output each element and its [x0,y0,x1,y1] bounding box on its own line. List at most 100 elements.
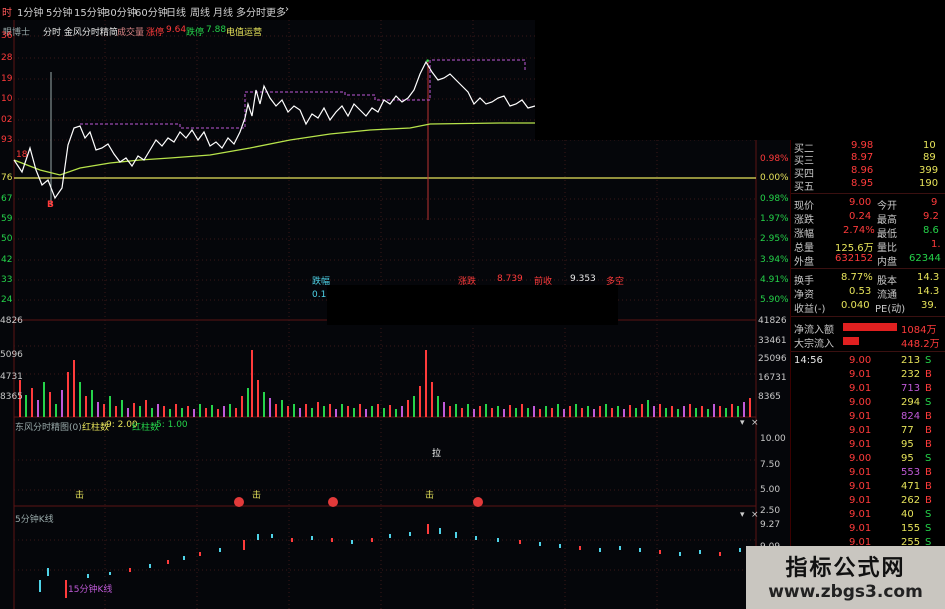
tab-daily[interactable]: 日线 [166,8,186,19]
tick-side: S [925,397,932,408]
tick-side: B [925,383,932,394]
price-tick: 19 [1,74,13,84]
price-tick: 59 [1,214,13,224]
tick-price: 9.01 [849,523,872,534]
tab-15min[interactable]: 15分钟 [74,8,107,19]
tick-price: 9.01 [849,369,872,380]
period-toolbar: 时 1分钟 5分钟 15分钟 30分钟 60分钟 日线 周线 月线 多分时 更多… [0,0,535,21]
price-tick: 33 [1,275,13,285]
tick-volume: 824 [901,411,921,422]
tick-side: B [925,425,932,436]
down-limit-label: 跌停 [186,28,205,38]
stat-label: 外盘 [794,257,814,268]
tick-price: 9.01 [849,411,872,422]
tick-side: B [925,495,932,506]
percent-tick: 5.90% [760,295,789,305]
chart-fragment-label: 眼博士 [3,28,31,38]
volume-label: 成交量 [117,28,145,38]
tooltip-label-3: 前收 [534,277,553,287]
percent-tick: 0.00% [760,173,789,183]
bid-label: 买二 [794,144,814,155]
tick-price: 9.01 [849,439,872,450]
indicator-stat2-label: 红柱数 [132,423,160,433]
tick-price: 9.01 [849,467,872,478]
kline-sub-label: 15分钟K线 [68,585,113,595]
tick-side: B [925,411,932,422]
hit-signal-label: 击 [252,491,262,501]
tick-side: S [925,537,932,548]
tab-timeshare[interactable]: 时 [2,8,12,19]
tick-volume: 713 [901,383,921,394]
percent-tick: 0.98% [760,154,789,164]
tick-volume: 553 [901,467,921,478]
price-tick: 24 [1,295,13,305]
stat-label: 股本 [877,276,897,287]
tick-volume: 40 [901,509,914,520]
indicator-title: 东风分时精图(0) [15,423,82,433]
tab-5min[interactable]: 5分钟 [46,8,73,19]
quote-panel: 买二 9.98 10 买三 8.97 89 买四 8.96 399 买五 8.9… [790,140,945,609]
stat-value: 9.2 [923,211,939,222]
tick-side: B [925,481,932,492]
volume-tick-right: 41826 [758,316,787,326]
tick-price: 9.01 [849,425,872,436]
bid-volume: 89 [923,152,936,163]
tick-volume: 255 [901,537,921,548]
tab-60min[interactable]: 60分钟 [135,8,168,19]
bid-label: 买三 [794,156,814,167]
stat-label: 涨幅 [794,229,814,240]
flow-value: 448.2万 [901,339,940,350]
tick-price: 9.00 [849,453,872,464]
percent-tick: 0.98% [760,194,789,204]
stat-label: 换手 [794,276,814,287]
tooltip-value-1: 0.11 [312,290,333,300]
price-tick: 76 [1,173,13,183]
stat-label: PE(动) [875,304,906,315]
tab-30min[interactable]: 30分钟 [104,8,137,19]
bid-price: 8.95 [851,178,874,189]
stat-label: 流通 [877,290,897,301]
price-tick: 10 [1,94,13,104]
indicator-dropdown-icon[interactable]: ▾ [740,418,745,428]
tab-monthly[interactable]: 月线 [213,8,233,19]
tab-weekly[interactable]: 周线 [190,8,210,19]
stat-value: 14.3 [917,272,940,283]
kline-title: 5分钟K线 [15,515,54,525]
tab-more[interactable]: 更多 [266,8,286,19]
tab-multi-timeshare[interactable]: 多分时 [236,8,266,19]
tick-volume: 213 [901,355,921,366]
watermark-url: www.zbgs3.com [768,582,923,602]
volume-tick: 8365 [0,392,23,402]
volume-tick-right: 16731 [758,373,787,383]
price-tick: 36 [1,31,13,41]
down-limit-value: 7.88 [206,25,227,35]
tick-volume: 95 [901,439,914,450]
tick-volume: 77 [901,425,914,436]
stat-value: 125.6万 [835,243,874,254]
kline-dropdown-icon[interactable]: ▾ [740,510,745,520]
stat-label: 现价 [794,201,814,212]
stat-value: 2.74% [843,225,875,236]
stat-value: 9 [931,197,938,208]
tab-1min[interactable]: 1分钟 [17,8,44,19]
more-arrow-icon[interactable]: › [285,4,289,15]
tick-volume: 471 [901,481,921,492]
bid-price: 9.98 [851,140,874,151]
price-tick: 42 [1,255,13,265]
tick-price: 9.01 [849,481,872,492]
stat-value: 0.53 [849,286,872,297]
tick-volume: 232 [901,369,921,380]
kline-axis-tick: 9.27 [760,520,781,530]
kline-close-icon[interactable]: × [751,510,759,520]
avg-price-line [13,122,535,176]
stat-label: 涨跌 [794,215,814,226]
tick-side: B [925,439,932,450]
bid-price: 8.97 [851,152,874,163]
percent-tick: 4.91% [760,275,789,285]
indicator-close-icon[interactable]: × [751,418,759,428]
svg-text:•: • [425,57,430,67]
tick-side: B [925,369,932,380]
indicator-stat1-label: 红柱数 [82,423,110,433]
tick-price: 9.00 [849,397,872,408]
left-tag: 18 [16,150,28,160]
